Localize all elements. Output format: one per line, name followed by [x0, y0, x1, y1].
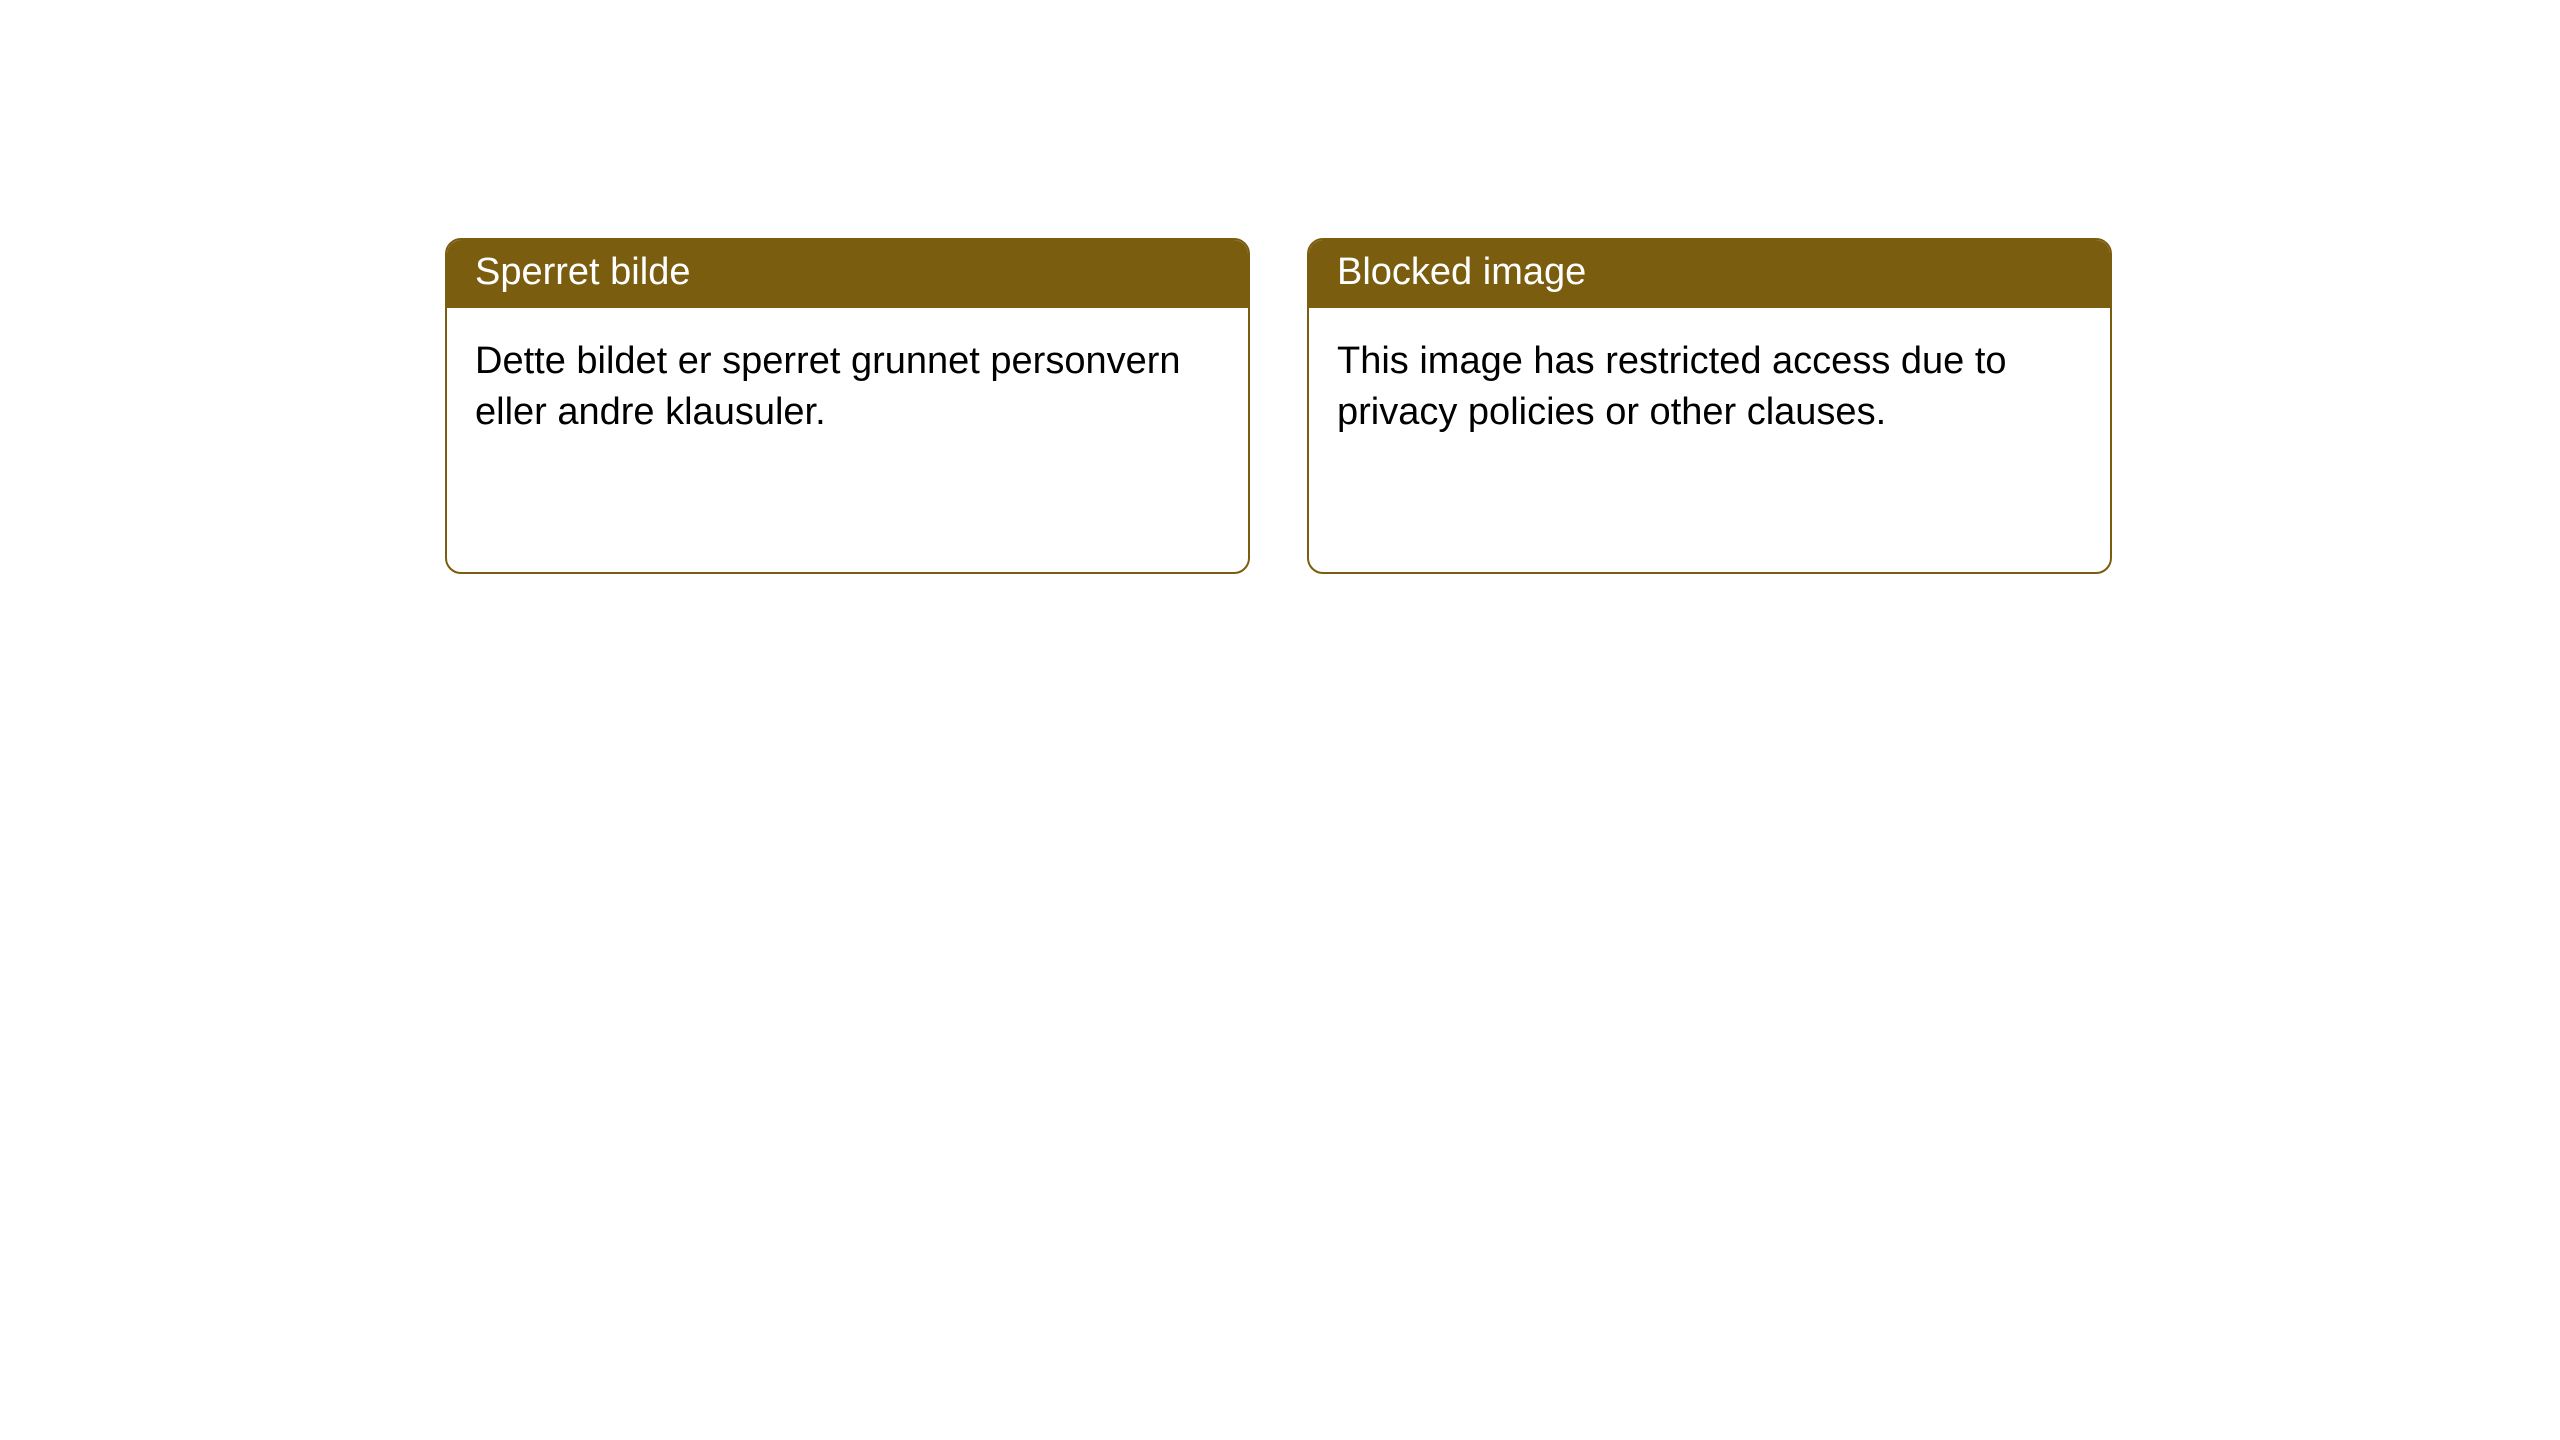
card-body-text: This image has restricted access due to …	[1337, 340, 2007, 433]
card-body: This image has restricted access due to …	[1309, 308, 2110, 467]
blocked-image-card-no: Sperret bilde Dette bildet er sperret gr…	[445, 238, 1250, 574]
card-header: Sperret bilde	[447, 240, 1248, 308]
blocked-image-card-en: Blocked image This image has restricted …	[1307, 238, 2112, 574]
card-title: Sperret bilde	[475, 251, 690, 293]
card-title: Blocked image	[1337, 251, 1586, 293]
card-body-text: Dette bildet er sperret grunnet personve…	[475, 340, 1181, 433]
notice-cards-row: Sperret bilde Dette bildet er sperret gr…	[445, 238, 2112, 574]
card-body: Dette bildet er sperret grunnet personve…	[447, 308, 1248, 467]
card-header: Blocked image	[1309, 240, 2110, 308]
